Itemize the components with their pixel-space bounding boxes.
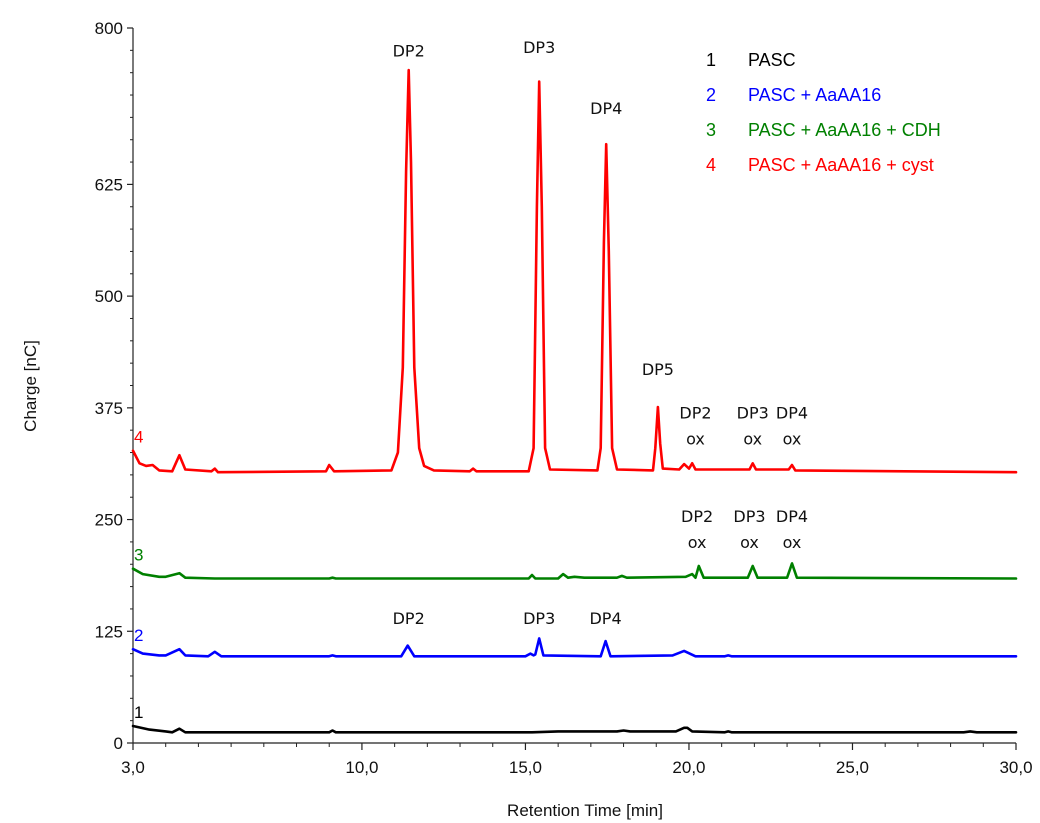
trace-4-number-label: 4 [134,428,143,447]
x-tick-label: 10,0 [345,758,378,777]
peak-annotation-line: DP4 [776,507,808,526]
peak-annotation: DP2 ox [679,404,711,449]
peak-annotation-line: ox [783,533,802,552]
y-tick-label: 800 [95,19,123,38]
peak-annotation-line: ox [686,430,705,449]
peak-annotation-line: ox [783,430,802,449]
x-tick-label: 20,0 [672,758,705,777]
y-axis-title: Charge [nC] [21,340,40,432]
peak-annotation-line: DP2 [679,404,711,423]
legend-number-1: 1 [706,50,716,70]
peak-annotation: DP4 ox [776,404,808,449]
peak-annotation: DP4 [589,609,621,628]
peak-annotation: DP3 [523,38,555,57]
legend-label-1: PASC [748,50,796,70]
peak-annotation-line: DP4 [776,404,808,423]
trace-2-number-label: 2 [134,626,143,645]
trace-2-line [131,637,1018,658]
legend-number-2: 2 [706,85,716,105]
x-tick-label: 15,0 [509,758,542,777]
peak-annotation: DP3 ox [733,507,765,552]
peak-annotation: DP4 ox [776,507,808,552]
legend-number-4: 4 [706,155,716,175]
y-tick-label: 625 [95,175,123,194]
peak-annotation-line: ox [740,533,759,552]
x-tick-label: 3,0 [121,758,145,777]
legend-label-3: PASC + AaAA16 + CDH [748,120,941,140]
peak-annotation-line: DP4 [590,99,622,118]
trace-1-line [131,724,1018,734]
peak-annotation-line: DP2 [393,609,425,628]
x-tick-label: 25,0 [836,758,869,777]
peak-annotation: DP2 ox [681,507,713,552]
peak-annotation: DP4 [590,99,622,118]
x-axis-title: Retention Time [min] [507,801,663,820]
traces [131,68,1018,734]
peak-annotation: DP3 [523,609,555,628]
x-tick-label: 30,0 [999,758,1032,777]
trace-3-number-label: 3 [134,546,143,565]
peak-annotation-line: DP3 [737,404,769,423]
peak-annotation-line: ox [743,430,762,449]
legend-label-2: PASC + AaAA16 [748,85,881,105]
peak-annotation-line: DP2 [393,42,425,61]
peak-annotation: DP2 [393,609,425,628]
legend: 1 PASC 2 PASC + AaAA16 3 PASC + AaAA16 + CDH 4… [706,50,941,175]
trace-number-labels: 1 2 3 4 [134,428,143,722]
peak-annotation-line: DP2 [681,507,713,526]
y-tick-label: 0 [114,734,123,753]
trace-3-line [131,562,1018,580]
peak-annotation-line: DP3 [733,507,765,526]
y-tick-label: 500 [95,287,123,306]
trace-1-number-label: 1 [134,703,143,722]
legend-number-3: 3 [706,120,716,140]
trace-4-line [131,68,1018,474]
peak-annotation: DP5 [642,360,674,379]
peak-annotation-line: ox [688,533,707,552]
y-tick-label: 250 [95,511,123,530]
peak-annotation-line: DP3 [523,38,555,57]
peak-annotation-line: DP5 [642,360,674,379]
y-tick-label: 125 [95,622,123,641]
y-tick-label: 375 [95,399,123,418]
peak-annotation-line: DP4 [589,609,621,628]
axes: 0 125 250 375 500 625 800 3,0 10,0 15,0 20,0 25,0 30… [95,19,1033,777]
peak-annotation: DP2 [393,42,425,61]
legend-label-4: PASC + AaAA16 + cyst [748,155,934,175]
peak-annotation: DP3 ox [737,404,769,449]
peak-annotation-line: DP3 [523,609,555,628]
